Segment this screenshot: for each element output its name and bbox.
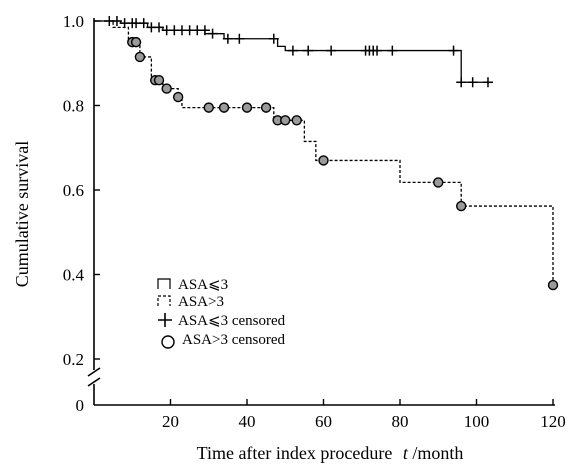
x-tick-label: 20	[162, 412, 179, 431]
censor-circle-marker	[161, 83, 172, 94]
censor-plus-marker	[268, 33, 279, 44]
censor-circle-marker	[433, 177, 444, 188]
censor-plus-marker	[387, 45, 398, 56]
legend-plus-marker-icon	[158, 313, 172, 327]
x-tick-label: 60	[315, 412, 332, 431]
censor-circle-marker	[130, 36, 142, 48]
censor-plus-marker	[154, 22, 165, 33]
legend-label: ASA>3 censored	[182, 332, 286, 348]
series-layer	[94, 20, 554, 286]
legend-item-asa-le3-censored: ASA⩽3 censored	[158, 313, 286, 329]
legend-circle-marker-icon	[161, 335, 175, 349]
legend-label: ASA>3	[178, 294, 224, 310]
y-axis-break-mark	[87, 367, 101, 387]
censor-circle-marker	[318, 155, 329, 166]
x-ticks: 20 40 60 80 100 120	[162, 399, 566, 431]
censor-plus-marker	[303, 45, 314, 56]
legend-item-asa-gt3-censored: ASA>3 censored	[161, 332, 286, 349]
y-tick-label: 0.2	[63, 350, 84, 369]
censor-circle-marker	[280, 115, 291, 126]
censor-plus-marker	[199, 25, 210, 36]
x-tick-label: 40	[239, 412, 256, 431]
censor-circle-marker	[241, 102, 253, 113]
x-axis-label-text: Time after index procedure	[197, 443, 393, 463]
legend-label: ASA⩽3	[178, 277, 228, 293]
censor-plus-marker	[234, 33, 245, 44]
censor-circle-marker	[547, 279, 559, 291]
x-tick-label: 80	[392, 412, 409, 431]
censor-plus-marker	[482, 77, 493, 88]
censor-plus-marker	[287, 45, 298, 56]
y-axis-label: Cumulative survival	[12, 141, 32, 287]
censor-plus-marker	[111, 16, 122, 26]
censor-plus-marker	[207, 28, 218, 39]
censor-layer	[104, 16, 559, 291]
x-axis-label-var: t	[403, 443, 409, 463]
legend: ASA⩽3 ASA>3 ASA⩽3 censored ASA>3 censore…	[157, 277, 286, 349]
legend-solid-line-icon	[157, 278, 171, 289]
x-axis-label: Time after index procedure t /month	[197, 443, 464, 463]
censor-plus-marker	[448, 45, 459, 56]
censor-plus-marker	[222, 33, 233, 44]
series-asa-gt3-line	[94, 20, 554, 286]
y-tick-label: 0	[76, 396, 85, 415]
censor-circle-marker	[260, 102, 272, 113]
series-asa-le3-line	[94, 20, 488, 83]
legend-item-asa-gt3: ASA>3	[157, 294, 224, 310]
legend-item-asa-le3: ASA⩽3	[157, 277, 228, 293]
censor-circle-marker	[203, 102, 214, 113]
break-slash	[87, 367, 101, 377]
censor-circle-marker	[134, 51, 146, 63]
censor-plus-marker	[326, 45, 337, 56]
x-tick-label: 100	[464, 412, 490, 431]
censor-plus-marker	[138, 18, 149, 29]
y-tick-label: 0.6	[63, 181, 84, 200]
censor-circle-marker	[172, 91, 184, 103]
censor-circle-marker	[456, 200, 467, 212]
censor-circle-marker	[218, 102, 230, 113]
censor-circle-marker	[153, 74, 165, 86]
censor-plus-marker	[456, 77, 467, 88]
y-tick-label: 0.4	[63, 266, 85, 285]
break-slash	[87, 377, 101, 387]
x-axis-label-unit: /month	[412, 443, 463, 463]
censor-plus-marker	[467, 77, 478, 88]
legend-label: ASA⩽3 censored	[178, 313, 286, 329]
censor-circle-marker	[291, 115, 302, 126]
censor-plus-marker	[372, 45, 383, 56]
x-tick-label: 120	[540, 412, 566, 431]
y-tick-label: 0.8	[63, 97, 84, 116]
legend-dashed-line-icon	[157, 295, 171, 306]
y-tick-label: 1.0	[63, 12, 84, 31]
